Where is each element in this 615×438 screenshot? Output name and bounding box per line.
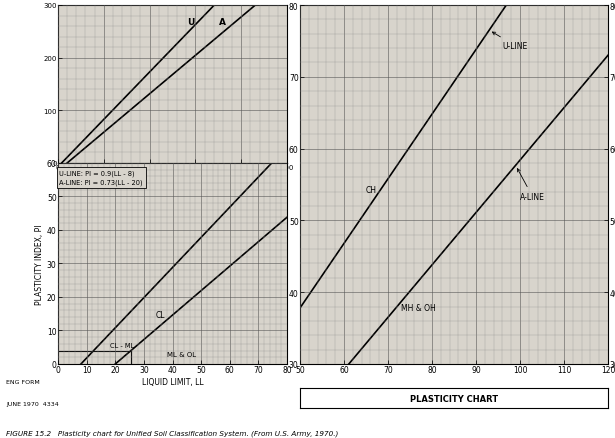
Y-axis label: PLASTICITY INDEX, PI: PLASTICITY INDEX, PI <box>35 224 44 304</box>
Text: U-LINE: U-LINE <box>493 33 528 51</box>
Text: PLASTICITY CHART: PLASTICITY CHART <box>410 394 498 403</box>
Text: MH & OH: MH & OH <box>401 304 436 312</box>
Text: ENG FORM: ENG FORM <box>6 379 40 384</box>
Text: A: A <box>220 18 226 27</box>
X-axis label: LIQUID LIMIT, LL: LIQUID LIMIT, LL <box>145 174 200 180</box>
X-axis label: LIQUID LIMIT, LL: LIQUID LIMIT, LL <box>141 377 204 386</box>
Text: FIGURE 15.2   Plasticity chart for Unified Soil Classification System. (From U.S: FIGURE 15.2 Plasticity chart for Unified… <box>6 429 338 436</box>
Text: CL: CL <box>156 311 165 319</box>
Text: ML & OL: ML & OL <box>167 351 196 357</box>
Text: U-LINE: PI = 0.9(LL - 8)
A-LINE: PI = 0.73(LL - 20): U-LINE: PI = 0.9(LL - 8) A-LINE: PI = 0.… <box>60 170 143 186</box>
Text: JUNE 1970  4334: JUNE 1970 4334 <box>6 401 59 406</box>
Text: CL - ML: CL - ML <box>109 342 133 348</box>
Text: A-LINE: A-LINE <box>517 169 545 201</box>
Text: U: U <box>187 18 194 27</box>
Text: CH: CH <box>366 185 377 194</box>
